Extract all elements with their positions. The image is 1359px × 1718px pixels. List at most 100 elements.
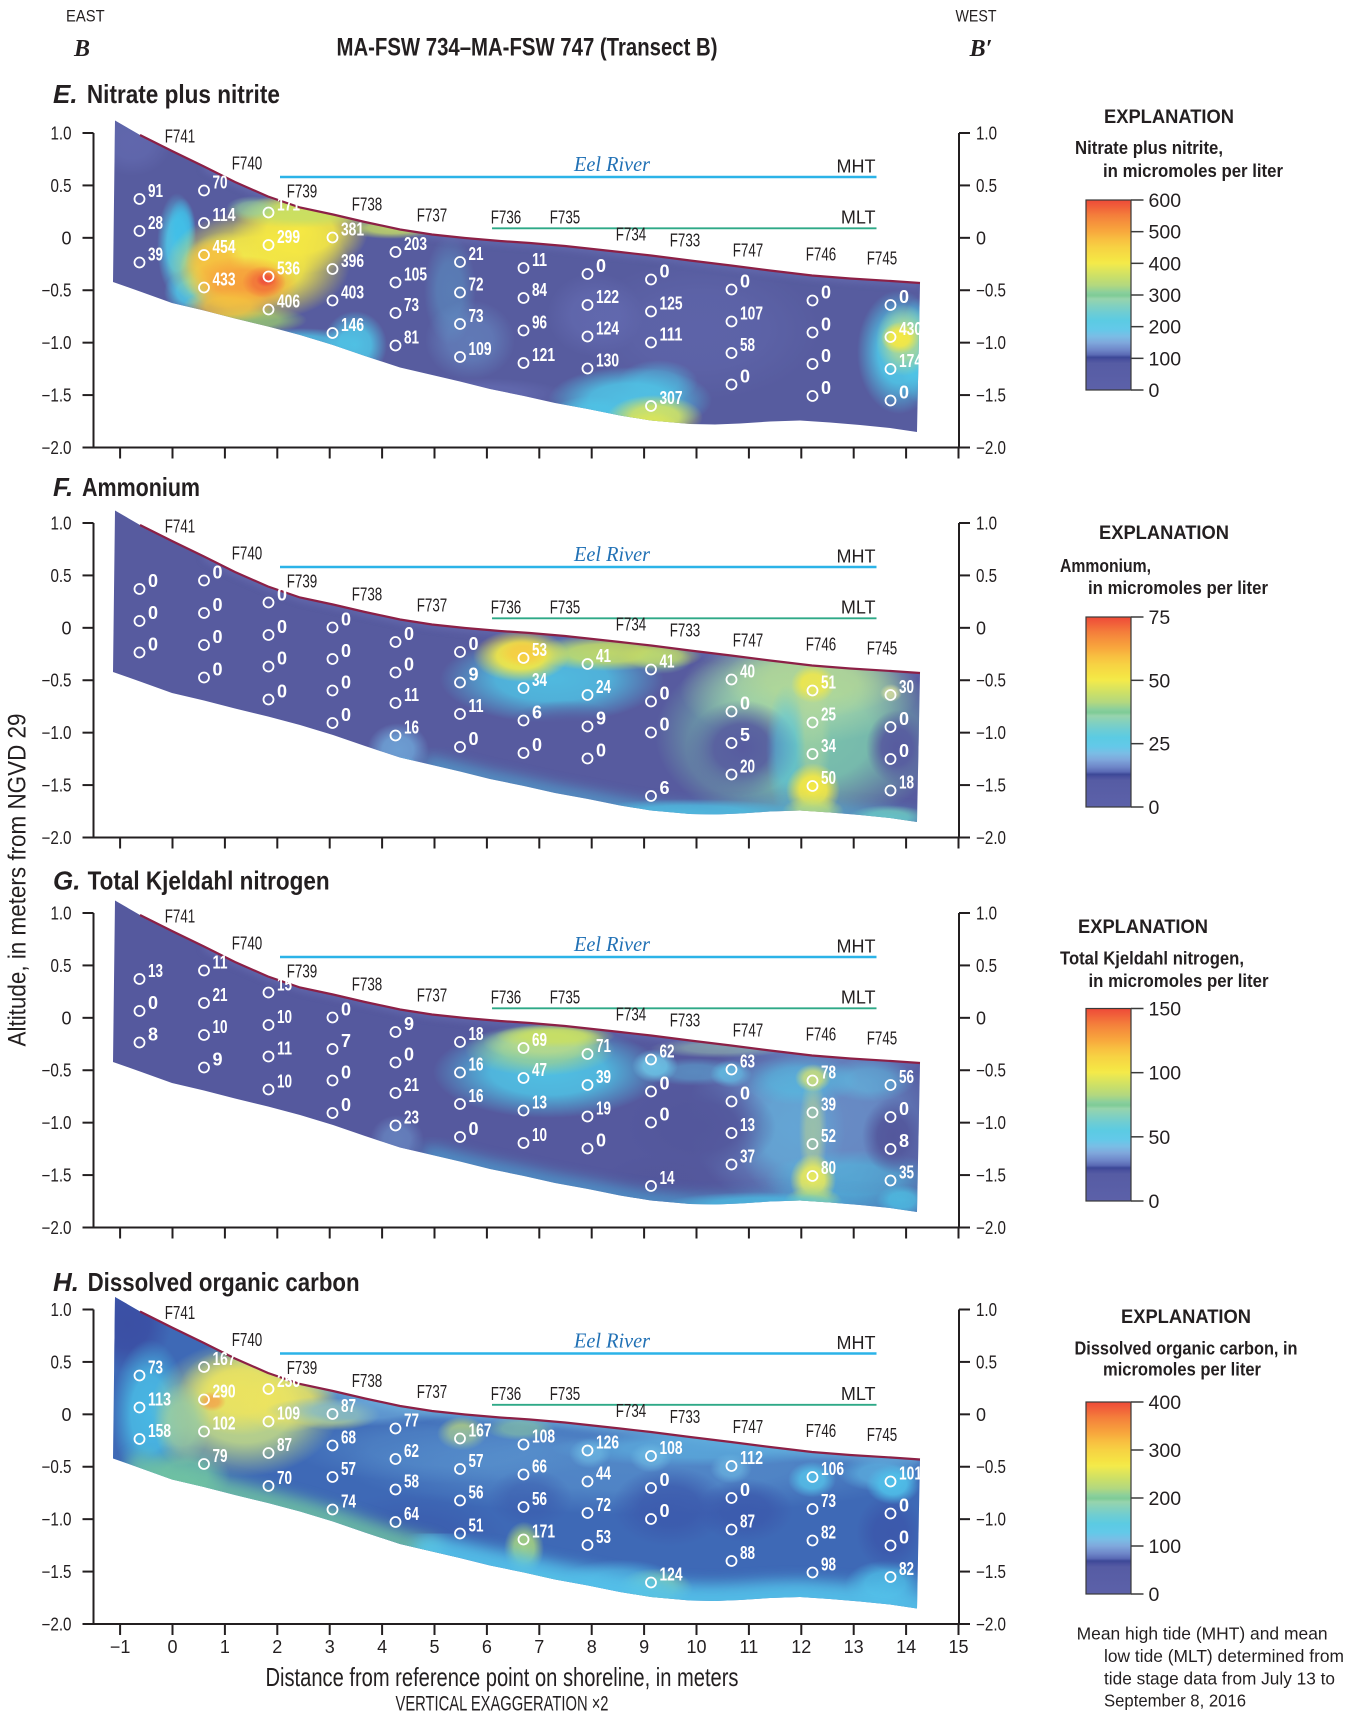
svg-text:74: 74	[341, 1492, 356, 1512]
svg-text:0: 0	[1149, 797, 1160, 819]
svg-text:69: 69	[532, 1030, 547, 1050]
svg-text:0: 0	[899, 709, 909, 729]
svg-text:0: 0	[61, 618, 71, 638]
svg-text:9: 9	[639, 1637, 649, 1657]
svg-text:0: 0	[341, 641, 351, 661]
svg-text:174: 174	[899, 351, 922, 371]
svg-text:130: 130	[596, 351, 619, 371]
svg-text:F736: F736	[491, 1383, 522, 1404]
svg-text:0: 0	[976, 228, 986, 248]
svg-text:0: 0	[1149, 1584, 1160, 1606]
svg-text:21: 21	[404, 1075, 419, 1095]
svg-text:−2.0: −2.0	[976, 1614, 1006, 1634]
svg-text:51: 51	[469, 1516, 484, 1536]
svg-text:300: 300	[1149, 1440, 1182, 1462]
svg-text:0: 0	[660, 1105, 670, 1125]
svg-text:102: 102	[213, 1414, 236, 1434]
svg-text:0: 0	[821, 346, 831, 366]
svg-text:F745: F745	[867, 1028, 898, 1049]
svg-text:15: 15	[948, 1637, 968, 1657]
svg-text:171: 171	[532, 1522, 555, 1542]
svg-text:121: 121	[532, 345, 555, 365]
svg-text:37: 37	[740, 1147, 755, 1167]
svg-text:0: 0	[213, 627, 223, 647]
svg-text:F739: F739	[287, 1357, 318, 1378]
svg-text:0: 0	[213, 595, 223, 615]
svg-text:F738: F738	[352, 584, 383, 605]
svg-text:70: 70	[277, 1468, 292, 1488]
svg-text:39: 39	[148, 245, 163, 265]
svg-text:108: 108	[660, 1438, 683, 1458]
svg-text:50: 50	[1149, 670, 1171, 692]
svg-text:0.5: 0.5	[51, 956, 72, 976]
svg-text:11: 11	[532, 250, 547, 270]
svg-text:1.0: 1.0	[51, 514, 72, 534]
svg-text:F736: F736	[491, 987, 522, 1008]
svg-text:28: 28	[148, 213, 163, 233]
svg-text:MLT: MLT	[841, 598, 876, 618]
svg-text:78: 78	[821, 1063, 836, 1083]
svg-text:G.: G.	[53, 866, 80, 896]
svg-text:87: 87	[740, 1512, 755, 1532]
svg-text:0: 0	[660, 1501, 670, 1521]
svg-text:MHT: MHT	[837, 937, 876, 957]
svg-text:500: 500	[1149, 222, 1182, 244]
svg-text:F745: F745	[867, 248, 898, 269]
svg-text:0: 0	[532, 735, 542, 755]
svg-text:F747: F747	[733, 1020, 764, 1041]
svg-text:124: 124	[660, 1565, 683, 1585]
svg-text:9: 9	[404, 1014, 414, 1034]
svg-text:F733: F733	[670, 620, 701, 641]
svg-text:0: 0	[469, 729, 479, 749]
svg-text:F734: F734	[616, 1400, 647, 1421]
svg-text:82: 82	[899, 1559, 914, 1579]
svg-text:53: 53	[532, 640, 547, 660]
svg-text:F735: F735	[550, 987, 581, 1008]
svg-text:F737: F737	[417, 985, 448, 1006]
svg-text:Eel River: Eel River	[573, 542, 651, 566]
svg-text:MHT: MHT	[837, 547, 876, 567]
svg-text:16: 16	[469, 1055, 484, 1075]
svg-text:tide stage data from July 13 t: tide stage data from July 13 to	[1104, 1669, 1335, 1689]
svg-text:F740: F740	[232, 153, 263, 174]
svg-text:1.0: 1.0	[51, 1300, 72, 1320]
svg-text:MLT: MLT	[841, 1384, 876, 1404]
svg-text:0: 0	[277, 585, 287, 605]
svg-text:18: 18	[899, 773, 914, 793]
svg-text:41: 41	[596, 646, 611, 666]
svg-text:0: 0	[740, 1084, 750, 1104]
svg-text:0: 0	[660, 684, 670, 704]
svg-text:F738: F738	[352, 974, 383, 995]
svg-text:−2.0: −2.0	[42, 1218, 72, 1238]
svg-text:F746: F746	[806, 244, 837, 265]
svg-text:0: 0	[148, 993, 158, 1013]
svg-text:73: 73	[469, 306, 484, 326]
svg-text:F735: F735	[550, 207, 581, 228]
svg-text:109: 109	[469, 339, 492, 359]
svg-text:−2.0: −2.0	[976, 828, 1006, 848]
svg-text:47: 47	[532, 1060, 547, 1080]
svg-text:F735: F735	[550, 1383, 581, 1404]
svg-text:F736: F736	[491, 207, 522, 228]
svg-text:MHT: MHT	[837, 157, 876, 177]
svg-text:290: 290	[213, 1382, 236, 1402]
svg-text:63: 63	[740, 1052, 755, 1072]
svg-text:EXPLANATION: EXPLANATION	[1121, 1306, 1251, 1328]
svg-text:0: 0	[899, 287, 909, 307]
svg-text:−1.5: −1.5	[42, 386, 72, 406]
svg-text:0: 0	[1149, 380, 1160, 402]
svg-text:88: 88	[740, 1543, 755, 1563]
svg-text:in micromoles per liter: in micromoles per liter	[1089, 971, 1269, 991]
svg-text:F747: F747	[733, 240, 764, 261]
svg-text:10: 10	[532, 1125, 547, 1145]
svg-text:200: 200	[1149, 317, 1182, 339]
svg-text:F746: F746	[806, 1420, 837, 1441]
svg-text:−2.0: −2.0	[42, 438, 72, 458]
svg-text:87: 87	[277, 1435, 292, 1455]
svg-text:21: 21	[469, 244, 484, 264]
svg-text:256: 256	[277, 1371, 300, 1391]
svg-text:79: 79	[213, 1446, 228, 1466]
svg-text:39: 39	[821, 1095, 836, 1115]
svg-text:40: 40	[740, 662, 755, 682]
svg-text:4: 4	[377, 1637, 387, 1657]
